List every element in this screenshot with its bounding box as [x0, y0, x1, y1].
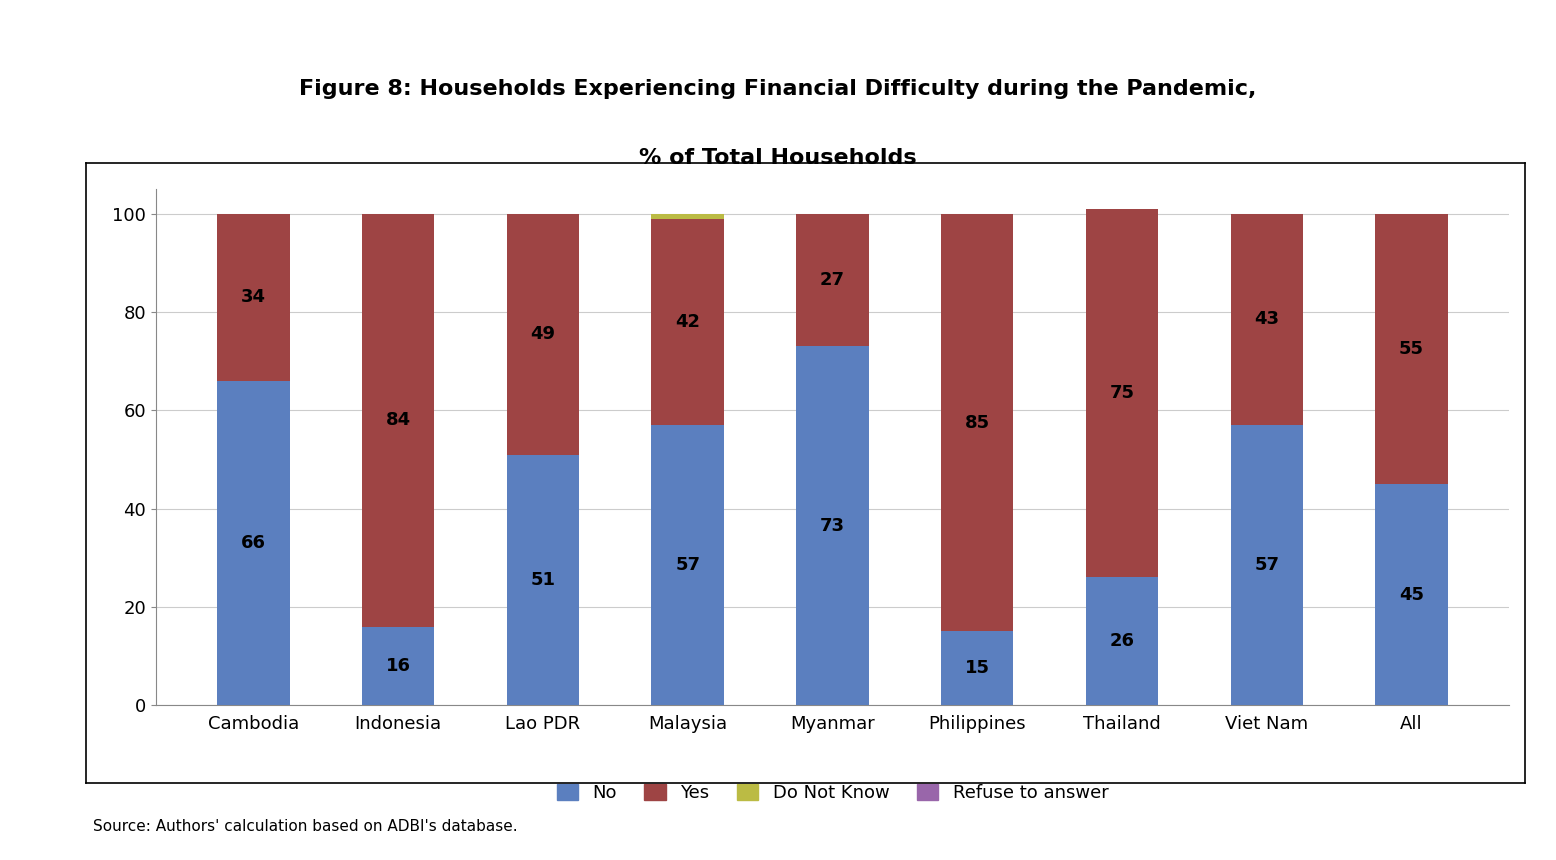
Text: 73: 73	[820, 517, 845, 535]
Text: Figure 8: Households Experiencing Financial Difficulty during the Pandemic,: Figure 8: Households Experiencing Financ…	[299, 78, 1257, 99]
Text: 51: 51	[531, 571, 555, 589]
Text: 75: 75	[1109, 384, 1134, 402]
Text: 49: 49	[531, 325, 555, 343]
Text: 57: 57	[1254, 556, 1279, 574]
Bar	[507, 214, 579, 455]
Bar	[363, 627, 434, 705]
Text: 43: 43	[1254, 310, 1279, 329]
Text: 85: 85	[965, 414, 990, 432]
Bar	[1231, 425, 1302, 705]
Bar	[218, 381, 289, 705]
Bar	[652, 214, 724, 218]
Text: % of Total Households: % of Total Households	[640, 148, 916, 169]
Bar	[652, 425, 724, 705]
Text: 57: 57	[675, 556, 700, 574]
Text: 27: 27	[820, 271, 845, 289]
Bar	[1376, 484, 1447, 705]
Text: 66: 66	[241, 534, 266, 552]
Bar	[363, 214, 434, 627]
Text: Source: Authors' calculation based on ADBI's database.: Source: Authors' calculation based on AD…	[93, 820, 518, 834]
Bar	[507, 455, 579, 705]
Text: 16: 16	[386, 657, 411, 675]
Bar	[797, 347, 868, 705]
Text: 15: 15	[965, 660, 990, 678]
Bar	[652, 218, 724, 425]
Text: 26: 26	[1109, 632, 1134, 650]
Bar	[218, 214, 289, 381]
Bar	[797, 214, 868, 347]
Legend: No, Yes, Do Not Know, Refuse to answer: No, Yes, Do Not Know, Refuse to answer	[549, 777, 1116, 810]
Text: 42: 42	[675, 313, 700, 331]
Text: 45: 45	[1399, 586, 1424, 604]
Text: 84: 84	[386, 411, 411, 429]
Bar	[1231, 214, 1302, 425]
Bar	[1086, 209, 1158, 577]
Bar	[1376, 214, 1447, 484]
Text: 34: 34	[241, 288, 266, 306]
Bar	[941, 214, 1013, 631]
Bar	[941, 631, 1013, 705]
Text: 55: 55	[1399, 340, 1424, 358]
Bar	[1086, 577, 1158, 705]
